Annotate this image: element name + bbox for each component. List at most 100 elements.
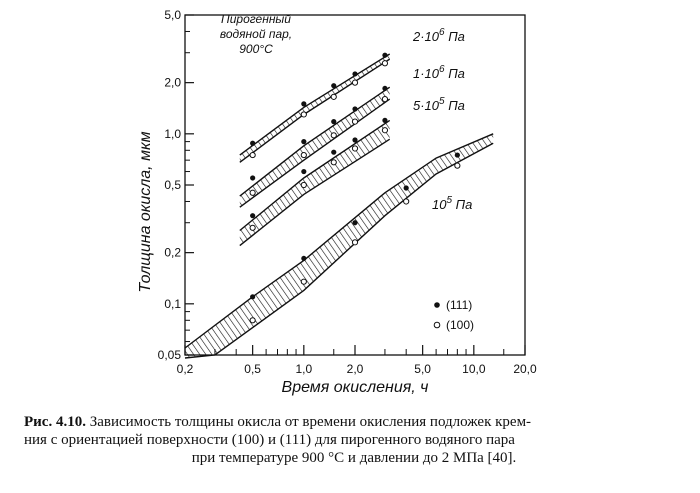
point-111 bbox=[250, 213, 256, 219]
point-111 bbox=[301, 168, 307, 175]
point-100 bbox=[300, 151, 307, 159]
point-100 bbox=[249, 151, 256, 159]
point-111 bbox=[403, 185, 409, 191]
annotation-line-3: 900°C bbox=[239, 42, 273, 56]
point-100 bbox=[249, 224, 256, 231]
figure-caption: Рис. 4.10. Зависимость толщины окисла от… bbox=[24, 413, 684, 467]
pressure-label-base: 5·10 bbox=[413, 98, 440, 113]
point-100 bbox=[330, 93, 337, 100]
x-tick-label: 5,0 bbox=[414, 362, 431, 376]
point-111 bbox=[352, 137, 358, 143]
x-tick-label: 20,0 bbox=[513, 362, 537, 376]
band-upper-edge-3 bbox=[184, 133, 494, 349]
point-100 bbox=[300, 278, 307, 285]
caption-line-1: Рис. 4.10. Зависимость толщины окисла от… bbox=[24, 413, 684, 431]
legend: (111) (100) bbox=[433, 298, 474, 332]
band-fill-2 bbox=[239, 120, 390, 246]
point-100 bbox=[381, 96, 389, 103]
annotation-block: Пирогенный водяной пар, 900°C bbox=[220, 12, 292, 56]
pressure-label-unit: Па bbox=[445, 98, 465, 113]
point-111 bbox=[331, 149, 337, 155]
caption-figure-number: Рис. 4.10. bbox=[24, 414, 86, 430]
pressure-label-1: 1·106 Па bbox=[413, 64, 465, 81]
x-axis-label: Время окисления, ч bbox=[282, 379, 429, 396]
x-tick-label: 1,0 bbox=[295, 362, 312, 376]
point-100 bbox=[330, 159, 337, 166]
point-111 bbox=[382, 52, 388, 58]
point-111 bbox=[250, 140, 256, 146]
point-100 bbox=[454, 162, 461, 169]
x-tick-label: 0,5 bbox=[244, 362, 261, 376]
point-100 bbox=[351, 145, 359, 152]
annotation-line-2: водяной пар, bbox=[220, 27, 292, 41]
annotation-line-1: Пирогенный bbox=[221, 12, 291, 26]
point-111 bbox=[301, 101, 307, 107]
band-fill-1 bbox=[239, 87, 390, 208]
point-111 bbox=[382, 85, 388, 92]
caption-text-1: Зависимость толщины окисла от времени ок… bbox=[85, 414, 532, 430]
band-lower-edge-1 bbox=[239, 98, 391, 208]
caption-line-2: ния с ориентацией поверхности (100) и (1… bbox=[24, 432, 515, 448]
pressure-label-exponent: 6 bbox=[439, 64, 445, 75]
pressure-label-base: 10 bbox=[432, 197, 447, 212]
x-tick-label: 10,0 bbox=[462, 362, 486, 376]
pressure-label-exponent: 5 bbox=[446, 195, 452, 206]
point-111 bbox=[382, 117, 388, 123]
pressure-label-exponent: 6 bbox=[439, 27, 445, 38]
point-111 bbox=[301, 255, 307, 262]
plot-frame bbox=[184, 14, 526, 356]
legend-marker-111 bbox=[434, 302, 440, 308]
point-100 bbox=[300, 181, 307, 189]
legend-marker-100 bbox=[433, 321, 441, 329]
legend-label-111: (111) bbox=[446, 298, 472, 312]
data-bands bbox=[184, 53, 494, 359]
x-tick-label: 0,2 bbox=[177, 362, 194, 376]
oxide-thickness-chart: 0,2 0,5 1,0 2,0 5,0 10,0 20,0 0,05 0,1 0,2 0,5 1,0 2… bbox=[137, 8, 537, 396]
legend-label-100: (100) bbox=[446, 318, 474, 332]
pressure-label-exponent: 5 bbox=[439, 96, 445, 107]
point-111 bbox=[331, 83, 337, 89]
point-100 bbox=[330, 132, 337, 139]
y-axis-label: Толщина окисла, мкм bbox=[137, 131, 154, 292]
y-tick-label: 0,5 bbox=[164, 178, 181, 192]
data-points bbox=[249, 52, 461, 324]
point-100 bbox=[351, 118, 359, 125]
point-100 bbox=[403, 198, 410, 205]
y-tick-label: 2,0 bbox=[164, 76, 181, 90]
plot-border bbox=[184, 14, 526, 356]
pressure-label-base: 1·10 bbox=[413, 66, 440, 81]
pressure-label-0: 2·106 Па bbox=[412, 27, 465, 44]
x-tick-label: 2,0 bbox=[347, 362, 364, 376]
band-fill-0 bbox=[239, 54, 390, 163]
point-111 bbox=[250, 294, 256, 300]
band-lower-edge-2 bbox=[239, 138, 391, 247]
point-100 bbox=[381, 127, 389, 134]
y-tick-label: 0,2 bbox=[164, 246, 181, 260]
caption-line-3: при температуре 900 °С и давлении до 2 М… bbox=[191, 450, 517, 466]
y-tick-label: 1,0 bbox=[164, 127, 181, 141]
point-100 bbox=[249, 189, 256, 196]
point-111 bbox=[331, 119, 337, 125]
point-100 bbox=[249, 317, 256, 324]
point-111 bbox=[250, 175, 256, 181]
point-111 bbox=[352, 220, 358, 226]
y-tick-label: 5,0 bbox=[164, 8, 181, 22]
point-100 bbox=[351, 79, 359, 86]
axis-ticks bbox=[184, 14, 526, 356]
band-upper-edge-1 bbox=[239, 86, 391, 197]
point-100 bbox=[300, 111, 307, 118]
point-111 bbox=[454, 152, 460, 158]
pressure-label-base: 2·10 bbox=[412, 29, 440, 44]
point-111 bbox=[301, 139, 307, 145]
y-tick-label: 0,1 bbox=[164, 297, 181, 311]
tick-labels: 0,2 0,5 1,0 2,0 5,0 10,0 20,0 0,05 0,1 0,2 0,5 1,0 2… bbox=[158, 8, 537, 376]
band-upper-edge-2 bbox=[239, 119, 391, 232]
point-111 bbox=[352, 106, 358, 112]
point-100 bbox=[351, 239, 359, 246]
y-tick-label: 0,05 bbox=[158, 348, 182, 362]
point-100 bbox=[381, 60, 389, 67]
pressure-label-2: 5·105 Па bbox=[413, 96, 465, 113]
band-upper-edge-0 bbox=[239, 53, 391, 156]
pressure-label-3: 105 Па bbox=[432, 195, 472, 212]
